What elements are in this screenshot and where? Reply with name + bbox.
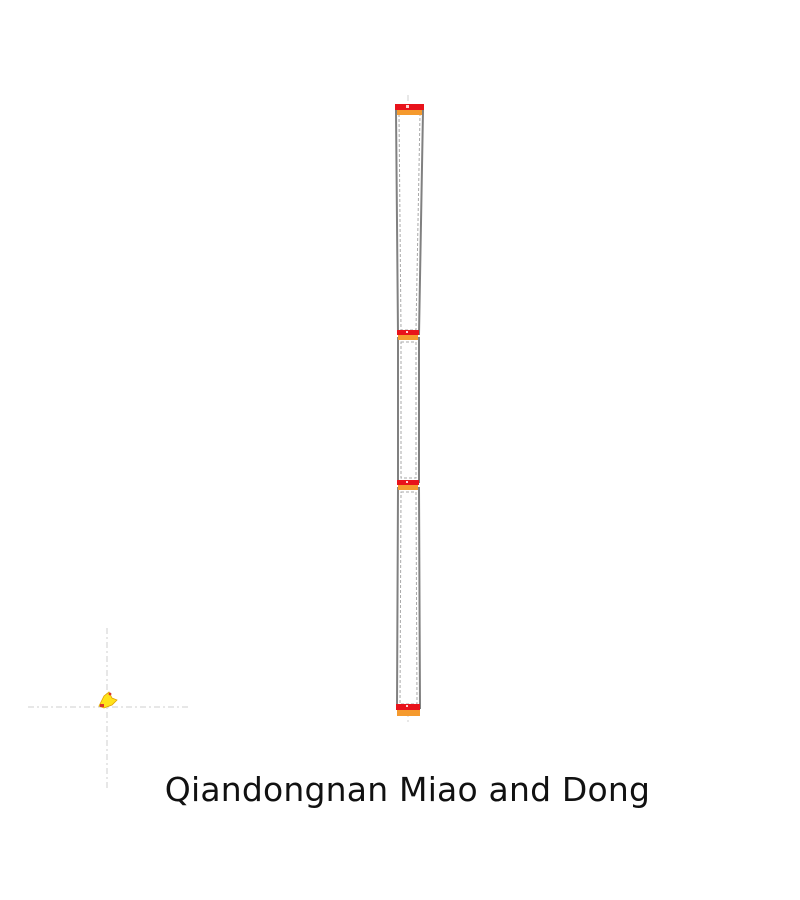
joint-marker-bottom [396, 704, 420, 716]
yellow-figure-icon [98, 691, 118, 709]
joint-marker-lower-middle [397, 480, 419, 490]
joint-marker-top [395, 104, 424, 115]
crosshair [28, 628, 188, 788]
joint-marker-upper-middle [397, 330, 419, 340]
column-outline [394, 110, 425, 709]
diagram-caption: Qiandongnan Miao and Dong [164, 770, 651, 809]
